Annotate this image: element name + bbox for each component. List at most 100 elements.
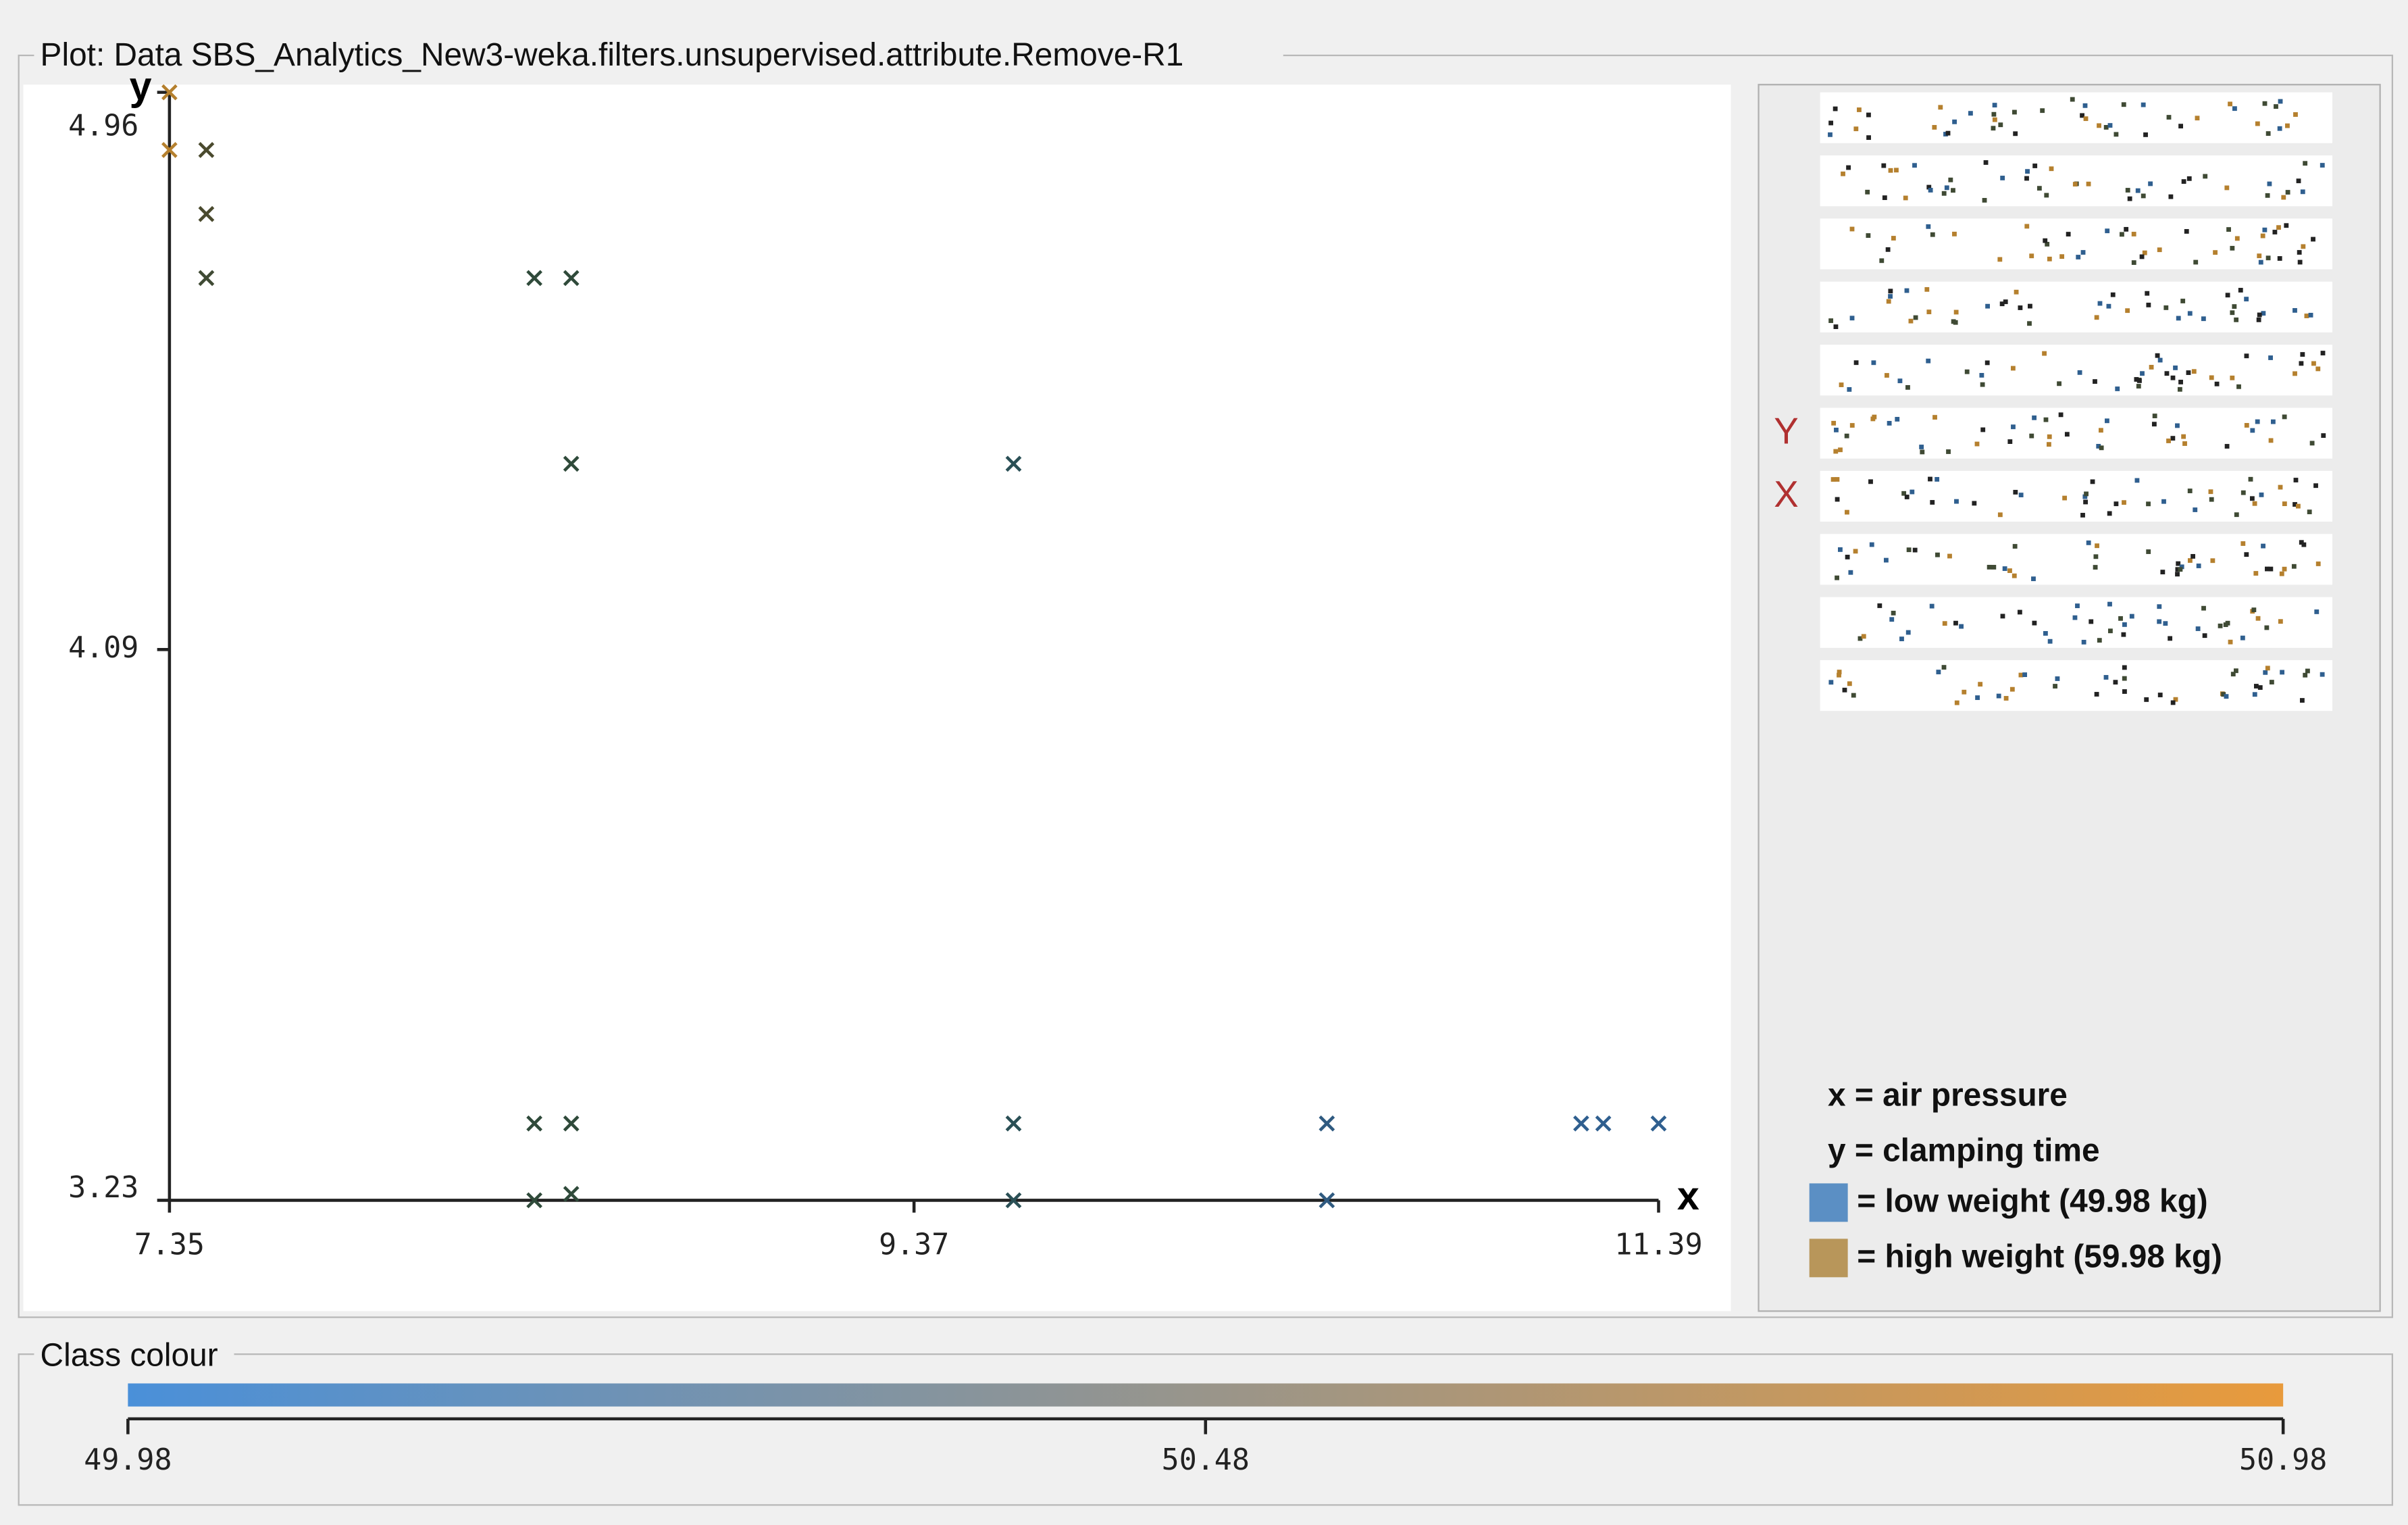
- strip-dot: [2315, 561, 2321, 566]
- strip-dot: [1941, 665, 1947, 670]
- marker-stroke: [198, 270, 215, 286]
- scatter-point: [198, 270, 215, 286]
- strip-dot: [1888, 289, 1893, 294]
- scatter-point: [198, 205, 215, 222]
- strip-dot: [1920, 449, 1925, 455]
- strip-dot: [2168, 194, 2174, 199]
- strip-dot: [2086, 540, 2091, 545]
- strip-dot: [2081, 639, 2086, 645]
- strip-dot: [2059, 254, 2065, 259]
- strip-dot: [1987, 564, 1992, 570]
- strip-dot: [2031, 576, 2036, 582]
- strip-dot: [1905, 384, 1910, 390]
- strip-dot: [2236, 384, 2241, 389]
- strip-dot: [2053, 684, 2057, 689]
- strip-dot: [2007, 568, 2012, 574]
- strip-dot: [2166, 115, 2172, 120]
- strip-dot: [2178, 380, 2183, 384]
- strip-dot: [2230, 375, 2235, 380]
- strip-dot: [1954, 499, 1959, 504]
- panel-title: Plot: Data SBS_Analytics_New3-weka.filte…: [41, 37, 1184, 73]
- strip-dot: [2083, 499, 2089, 505]
- strip-dot: [2164, 371, 2170, 376]
- strip-dot: [2193, 259, 2199, 265]
- strip-dot: [1942, 621, 1947, 626]
- strip-dot: [2043, 630, 2048, 636]
- legend-swatch: [1809, 1183, 1848, 1222]
- strip-dot: [2012, 573, 2017, 578]
- strip-dot: [2257, 312, 2262, 318]
- strip-dot: [2024, 224, 2030, 229]
- strip-dot: [2125, 188, 2130, 193]
- strip-dot: [1953, 620, 1958, 626]
- strip-dot: [2029, 433, 2034, 439]
- strip-dot: [2058, 412, 2064, 418]
- strip-dot: [2293, 112, 2298, 117]
- strip-dot: [2177, 386, 2182, 392]
- strip-dot: [2160, 570, 2166, 575]
- strip-dot: [2080, 250, 2086, 255]
- strip-dot: [1838, 547, 1843, 552]
- strip-dot: [2269, 680, 2274, 684]
- strip-dot: [2122, 689, 2127, 694]
- strip-dot: [2191, 369, 2197, 374]
- strip-dot: [2299, 540, 2304, 545]
- strip-dot: [1895, 417, 1900, 422]
- scatter-point: [198, 142, 215, 158]
- strip-dot: [1983, 160, 1989, 165]
- strip-dot: [2201, 605, 2206, 611]
- strip-dot: [2321, 433, 2326, 439]
- strip-dot: [1952, 119, 1957, 124]
- strip-dot: [2313, 483, 2318, 489]
- strip-dot: [2122, 665, 2127, 670]
- y-tick-label: 4.09: [68, 631, 138, 665]
- strip-dot: [2223, 622, 2228, 627]
- strip-dot: [2064, 432, 2070, 437]
- scatter-point: [161, 84, 178, 101]
- strip-dot: [1938, 105, 1943, 110]
- strip-dot: [2230, 672, 2236, 677]
- strip-dot: [2252, 692, 2257, 697]
- strip-dot: [2285, 190, 2290, 195]
- strip-dot: [1932, 415, 1937, 420]
- class-colour-border: [18, 1353, 2394, 1506]
- strip-dot: [2272, 230, 2278, 234]
- strip-dot: [2268, 566, 2274, 572]
- strip-dot: [2045, 241, 2050, 247]
- strip-dot: [1847, 386, 1852, 392]
- strip-dot: [2292, 502, 2297, 507]
- strip-dot: [1982, 197, 1987, 203]
- strip-dot: [2178, 124, 2183, 129]
- strip-dot: [2305, 668, 2310, 674]
- marker-stroke: [198, 142, 215, 158]
- class-colour-tick-label: 49.98: [84, 1443, 172, 1477]
- strip-dot: [2282, 414, 2287, 420]
- strip-dot: [2214, 381, 2220, 386]
- strip-dot: [1968, 111, 1973, 116]
- strip-dot: [1828, 680, 1834, 685]
- strip-dot: [2274, 104, 2278, 109]
- strip-dot: [2043, 238, 2048, 243]
- strip-dot: [2175, 567, 2180, 572]
- scatter-point: [563, 1186, 580, 1202]
- strip-dot: [2278, 484, 2283, 490]
- strip-dot: [1903, 195, 1908, 201]
- strip-dot: [2178, 567, 2183, 572]
- strip-dot: [2230, 245, 2235, 251]
- strip-dot: [1936, 670, 1941, 674]
- marker-stroke: [563, 455, 580, 472]
- strip-dot: [2032, 620, 2037, 626]
- strip-dot: [2186, 370, 2191, 375]
- strip-dot: [2013, 131, 2018, 136]
- strip-dot: [2297, 259, 2303, 265]
- strip-dot: [2187, 311, 2193, 316]
- strip-dot: [1887, 420, 1892, 426]
- strip-dot: [2293, 478, 2299, 482]
- strip-dot: [2097, 638, 2102, 643]
- strip-dot: [2248, 476, 2253, 482]
- marker-stroke: [563, 1115, 580, 1132]
- strip-dot: [2300, 189, 2305, 195]
- strip-dot: [2299, 698, 2305, 703]
- strip-dot: [2134, 478, 2140, 483]
- strip-dot: [2077, 370, 2082, 375]
